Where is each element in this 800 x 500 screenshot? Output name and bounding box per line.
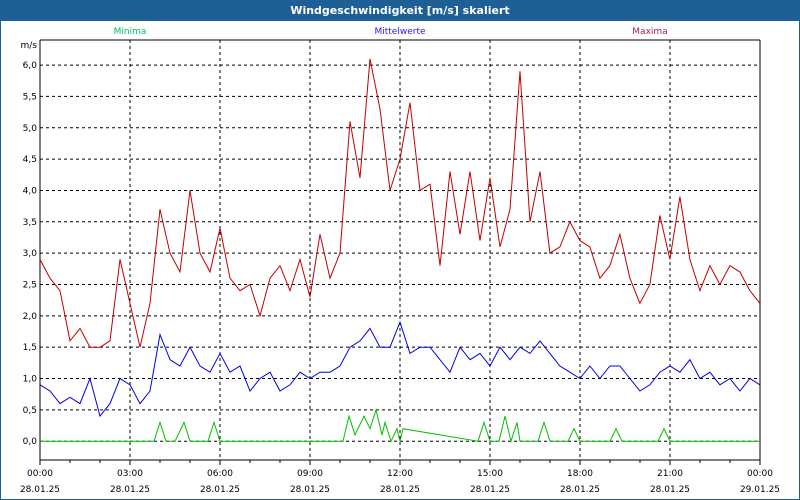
x-tick-time: 00:00 xyxy=(27,469,53,479)
x-tick-date: 28.01.25 xyxy=(20,485,60,495)
x-tick-date: 28.01.25 xyxy=(650,485,690,495)
y-tick-label: 2,5 xyxy=(23,280,37,290)
x-tick-date: 28.01.25 xyxy=(290,485,330,495)
window-title: Windgeschwindigkeit [m/s] skaliert xyxy=(1,1,799,21)
legend-minima: Minima xyxy=(114,27,147,37)
x-tick-time: 18:00 xyxy=(567,469,593,479)
series-line-maxima xyxy=(39,58,761,348)
x-tick-time: 15:00 xyxy=(477,469,503,479)
x-tick-date: 28.01.25 xyxy=(200,485,240,495)
x-tick-date: 28.01.25 xyxy=(110,485,150,495)
y-tick-label: 2,0 xyxy=(23,312,38,322)
y-tick-label: 6,0 xyxy=(23,61,38,71)
y-tick-label: 1,0 xyxy=(23,375,38,385)
y-tick-label: 5,5 xyxy=(23,92,37,102)
y-tick-label: 3,0 xyxy=(23,249,38,259)
y-tick-label: 3,5 xyxy=(23,218,37,228)
y-tick-label: 5,0 xyxy=(23,124,38,134)
y-tick-label: 0,5 xyxy=(23,406,37,416)
x-tick-date: 29.01.25 xyxy=(740,485,780,495)
x-tick-date: 28.01.25 xyxy=(470,485,510,495)
x-tick-time: 00:00 xyxy=(747,469,773,479)
x-tick-date: 28.01.25 xyxy=(380,485,420,495)
series-line-minima xyxy=(40,408,760,444)
y-tick-label: 1,5 xyxy=(23,343,37,353)
y-tick-label: 4,0 xyxy=(23,186,38,196)
x-tick-time: 03:00 xyxy=(117,469,143,479)
y-axis-unit: m/s xyxy=(21,41,38,51)
x-tick-time: 12:00 xyxy=(387,469,413,479)
x-tick-time: 21:00 xyxy=(657,469,683,479)
x-tick-time: 09:00 xyxy=(297,469,323,479)
y-tick-label: 0,0 xyxy=(23,437,38,447)
series-line-mittelwerte xyxy=(39,320,761,418)
legend-maxima: Maxima xyxy=(632,27,667,37)
legend-mittelwerte: Mittelwerte xyxy=(374,27,425,37)
x-tick-date: 28.01.25 xyxy=(560,485,600,495)
y-tick-label: 4,5 xyxy=(23,155,37,165)
x-tick-time: 06:00 xyxy=(207,469,233,479)
